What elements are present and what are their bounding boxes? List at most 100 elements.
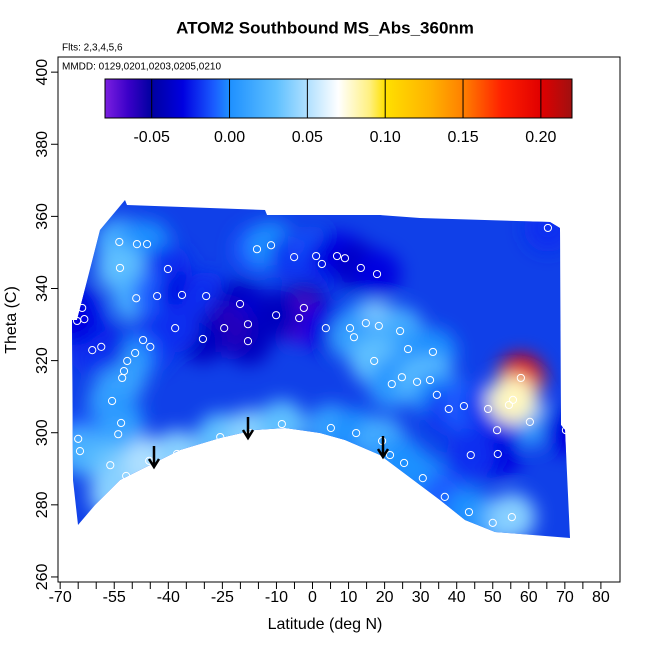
data-point	[88, 346, 97, 355]
data-point	[493, 449, 502, 459]
y-tick-label: 360	[34, 203, 51, 230]
data-point	[525, 417, 534, 427]
field-blob	[523, 203, 570, 252]
data-point	[107, 396, 117, 406]
x-tick-label: 30	[412, 589, 430, 606]
data-point	[466, 450, 475, 460]
data-point	[74, 434, 83, 443]
x-tick-label: 0	[308, 589, 317, 606]
data-point	[464, 507, 474, 517]
data-point	[356, 263, 365, 273]
data-point	[252, 245, 262, 254]
data-point	[172, 449, 182, 459]
data-point	[399, 458, 409, 468]
data-point	[122, 471, 131, 481]
data-point	[277, 419, 286, 429]
data-point	[243, 337, 253, 346]
data-point	[349, 333, 359, 342]
y-tick-label: 400	[34, 59, 51, 86]
data-point	[216, 432, 225, 442]
x-tick-label: 80	[592, 589, 610, 606]
data-point	[132, 294, 141, 303]
data-point	[492, 426, 502, 435]
data-point	[115, 237, 124, 247]
data-point	[428, 347, 438, 357]
arrow	[376, 436, 390, 460]
data-point	[459, 401, 469, 411]
y-tick-label: 320	[34, 347, 51, 374]
data-point	[561, 426, 571, 435]
data-point	[106, 461, 115, 470]
y-axis-title: Theta (C)	[3, 286, 20, 354]
data-point	[153, 291, 162, 301]
colorbar-tick-label: -0.05	[133, 129, 170, 146]
data-point	[321, 324, 330, 333]
data-point	[317, 259, 326, 269]
data-point	[177, 290, 187, 300]
data-point	[374, 321, 383, 331]
data-point	[418, 474, 427, 483]
data-point	[332, 251, 342, 261]
data-point	[507, 512, 516, 522]
data-point	[403, 344, 413, 354]
x-tick-label: 40	[448, 589, 466, 606]
data-point	[146, 342, 155, 352]
chart-title: ATOM2 Southbound MS_Abs_360nm	[176, 18, 474, 37]
field-blob	[257, 400, 306, 449]
data-point	[142, 240, 152, 249]
plot-frame	[57, 56, 621, 583]
data-point	[266, 241, 276, 250]
data-point	[385, 450, 395, 460]
y-tick-label: 340	[34, 275, 51, 302]
field-blob	[488, 375, 537, 424]
data-point	[483, 404, 493, 414]
field-blob	[541, 406, 570, 455]
data-point	[131, 348, 140, 358]
arrow	[147, 446, 161, 470]
data-point	[235, 299, 245, 309]
x-tick-label: 60	[520, 589, 538, 606]
x-tick-label: -55	[103, 589, 126, 606]
data-point	[326, 423, 335, 433]
x-tick-label: -70	[49, 589, 72, 606]
data-point	[361, 319, 370, 328]
y-tick-label: 280	[34, 491, 51, 518]
data-point	[198, 334, 208, 344]
arrow	[241, 417, 255, 441]
data-point	[116, 418, 126, 428]
y-tick-label: 300	[34, 419, 51, 446]
field-blob	[72, 296, 102, 345]
data-point	[370, 356, 379, 366]
data-point	[372, 269, 382, 279]
data-point	[109, 489, 118, 499]
data-point	[202, 291, 211, 301]
data-point	[73, 316, 82, 326]
data-point	[397, 373, 407, 382]
data-point	[295, 313, 304, 323]
data-point	[508, 395, 518, 405]
data-point	[243, 320, 253, 329]
data-point	[119, 366, 129, 376]
colorbar-tick-label: 0.00	[214, 129, 245, 146]
data-point	[488, 518, 497, 527]
colorbar-tick-label: 0.10	[370, 129, 401, 146]
data-point	[387, 379, 396, 389]
data-point	[75, 447, 85, 456]
data-point	[290, 253, 299, 262]
x-tick-label: 50	[484, 589, 502, 606]
data-point	[444, 404, 453, 414]
data-point	[340, 254, 350, 263]
data-point	[425, 375, 435, 385]
data-point	[299, 303, 308, 313]
data-point	[271, 311, 281, 320]
data-point	[163, 264, 173, 274]
points	[73, 223, 571, 527]
colorbar-tick-label: 0.20	[525, 129, 556, 146]
x-tick-label: 10	[340, 589, 358, 606]
field-blob	[152, 429, 201, 478]
data-point	[220, 324, 229, 333]
x-tick-label: 20	[376, 589, 394, 606]
y-tick-label: 260	[34, 564, 51, 591]
field-blob	[446, 431, 495, 480]
